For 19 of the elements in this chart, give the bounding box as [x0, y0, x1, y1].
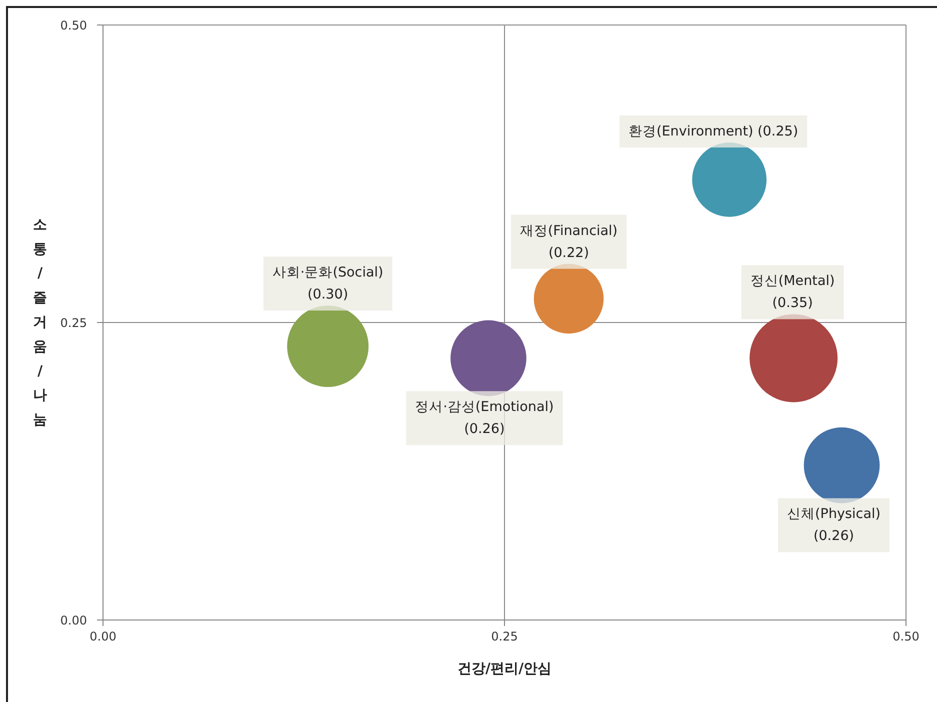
text: 사회·문화(Social) [272, 264, 384, 281]
x-tick-label: 0.25 [491, 630, 518, 644]
x-axis-title: 건강/편리/안심 [457, 661, 552, 677]
x-tick-label: 0.50 [892, 630, 920, 644]
data-label: (0.26) [813, 528, 854, 544]
series-label: 신체(Physical) [787, 506, 880, 522]
series-label: 정서·감성(Emotional) [415, 399, 554, 416]
text: 환경(Environment) (0.25) [628, 124, 798, 140]
text: 소통/즐거움/나눔 [33, 216, 47, 428]
data-label: (0.26) [464, 421, 505, 438]
x-tick-label: 0.00 [90, 630, 116, 644]
text: 재정(Financial) [520, 222, 618, 239]
data-label: (0.22) [548, 244, 590, 261]
y-tick-label: 0.50 [60, 18, 87, 32]
text: 정신(Mental) [750, 273, 835, 290]
y-tick-label: 0.25 [60, 316, 87, 330]
data-label: (0.30) [308, 286, 348, 303]
data-label: (0.35) [772, 295, 813, 312]
y-tick-label: 0.00 [60, 613, 87, 628]
